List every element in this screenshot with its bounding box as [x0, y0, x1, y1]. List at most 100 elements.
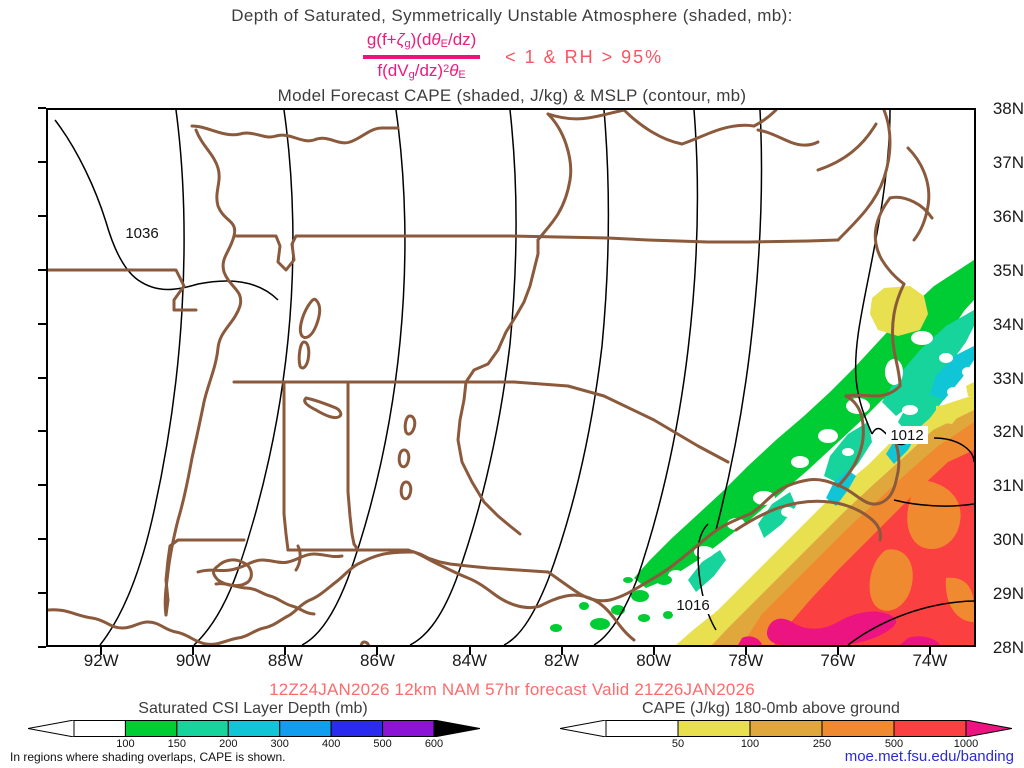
mslp-contour-g	[593, 110, 699, 645]
cape-legend-segment-4[interactable]	[893, 720, 967, 737]
border-va-ne	[752, 110, 778, 128]
coast-albemarle	[844, 384, 902, 398]
csi-legend-segment-5[interactable]	[330, 720, 384, 737]
cape-pocket-orange-a	[907, 480, 961, 549]
cape-colorbar[interactable]: 50 100 250 500 1000	[559, 719, 1013, 758]
y-tick-mark	[38, 538, 46, 541]
y-tick-mark	[38, 322, 46, 325]
csi-legend-segment-1[interactable]	[124, 720, 178, 737]
csi-hole-1	[911, 331, 933, 345]
x-tick-label-90W: 90W	[175, 651, 211, 670]
border-nc-sc	[464, 380, 730, 464]
mslp-contour-e	[409, 110, 517, 645]
csi-legend-tick-200: 200	[219, 738, 238, 750]
map-plot-area[interactable]: 1036 1012 1016	[46, 108, 976, 647]
border-al-ms	[282, 380, 290, 552]
cape-legend-tick-500: 500	[884, 738, 904, 750]
x-tick-mark	[284, 647, 287, 655]
lake-small-5	[297, 340, 311, 370]
cape-shade-1000-core-c	[738, 636, 762, 645]
formula-denominator: f(dVg/dz)2θE	[377, 61, 466, 81]
x-tick-mark	[928, 647, 931, 655]
border-va-nc	[508, 234, 840, 244]
lake-small-1	[403, 414, 417, 436]
csi-colorbar[interactable]: 100 150 200 300 400 500 600	[27, 719, 481, 758]
y-tick-label-37N: 37N	[992, 152, 1024, 172]
y-tick-mark	[38, 214, 46, 217]
csi-legend-segment-0[interactable]	[73, 720, 126, 737]
border-ar-north	[48, 268, 198, 312]
coast-chesapeake	[873, 196, 906, 286]
mslp-contour-b	[99, 110, 185, 645]
formula-inequality: < 1 & RH > 95%	[505, 47, 664, 67]
y-tick-mark	[38, 268, 46, 271]
cape-legend-bar[interactable]	[559, 719, 1013, 738]
coast-atlantic-nc	[748, 436, 901, 516]
cape-legend-segment-3[interactable]	[821, 720, 895, 737]
cape-legend-segment-2[interactable]	[749, 720, 823, 737]
cape-pocket-orange-c	[945, 577, 974, 622]
y-tick-label-31N: 31N	[992, 476, 1024, 496]
cape-shade-1000-core-b	[900, 636, 940, 645]
y-tick-mark	[38, 376, 46, 379]
x-tick-label-86W: 86W	[360, 651, 395, 670]
csi-shade-200-a	[930, 346, 974, 400]
cape-legend-bar-svg	[559, 719, 1013, 738]
csi-legend-tick-600: 600	[424, 738, 444, 750]
x-tick-label-80W: 80W	[636, 651, 672, 670]
csi-hole-5	[818, 429, 838, 443]
source-url-link[interactable]: moe.met.fsu.edu/banding	[844, 748, 1014, 765]
csi-legend-segment-6[interactable]	[382, 720, 435, 737]
coast-gulf	[48, 550, 416, 645]
coast-delta-lobe	[212, 558, 253, 588]
cape-legend-tick-1000: 1000	[953, 738, 979, 750]
csi-hole-6	[791, 456, 809, 468]
cape-legend-over-arrow	[965, 719, 1013, 738]
x-tick-mark	[652, 647, 655, 655]
forecast-caption: 12Z24JAN2026 12km NAM 57hr forecast Vali…	[269, 680, 755, 699]
cape-legend-tick-250: 250	[812, 738, 832, 750]
coast-chesapeake-mouth	[888, 195, 934, 220]
x-tick-label-78W: 78W	[728, 651, 764, 670]
x-tick-mark	[836, 647, 839, 655]
cape-legend-segment-0[interactable]	[605, 720, 679, 737]
cape-legend-segment-1[interactable]	[677, 720, 751, 737]
csi-hole-3	[939, 353, 953, 363]
csi-legend-tick-500: 500	[373, 738, 392, 750]
csi-shade-150-d	[758, 492, 796, 538]
border-tn-nc	[464, 238, 540, 384]
coast-outer-banks	[734, 499, 882, 542]
mslp-contour-a	[197, 280, 279, 301]
coast-mobile-bay	[294, 544, 302, 572]
coast-delmarva	[906, 146, 931, 242]
contour-labels: 1036 1012 1016	[122, 224, 928, 614]
csi-legend-bar[interactable]	[27, 719, 481, 738]
csi-legend-segment-4[interactable]	[279, 720, 332, 737]
y-tick-label-32N: 32N	[992, 422, 1024, 442]
csi-legend-segment-3[interactable]	[227, 720, 281, 737]
y-tick-label-28N: 28N	[992, 638, 1024, 657]
lake-small-3	[399, 480, 413, 501]
border-ga-fl	[352, 542, 550, 574]
mslp-contour-1012c	[933, 437, 974, 463]
coast-pamlico	[836, 394, 865, 488]
y-tick-label-38N: 38N	[992, 99, 1024, 118]
svg-text:1016: 1016	[676, 597, 709, 614]
mslp-contour-h	[893, 499, 974, 507]
coast-big-bend	[538, 593, 636, 642]
coast-atlantic-sc	[608, 512, 752, 602]
csi-legend-tick-150: 150	[167, 738, 187, 750]
border-ky-north	[190, 124, 400, 145]
cape-pocket-small-1	[936, 404, 960, 424]
svg-text:1036: 1036	[125, 225, 158, 242]
csi-hole-17	[962, 367, 974, 377]
lake-small-6	[359, 640, 371, 645]
mslp-contour-c	[193, 110, 294, 645]
coast-fl-panhandle	[412, 550, 542, 609]
lake-small-4	[298, 297, 322, 340]
x-tick-label-88W: 88W	[267, 651, 303, 670]
svg-text:1012: 1012	[890, 427, 923, 444]
border-ky-tn	[232, 234, 512, 272]
csi-legend-segment-2[interactable]	[176, 720, 229, 737]
